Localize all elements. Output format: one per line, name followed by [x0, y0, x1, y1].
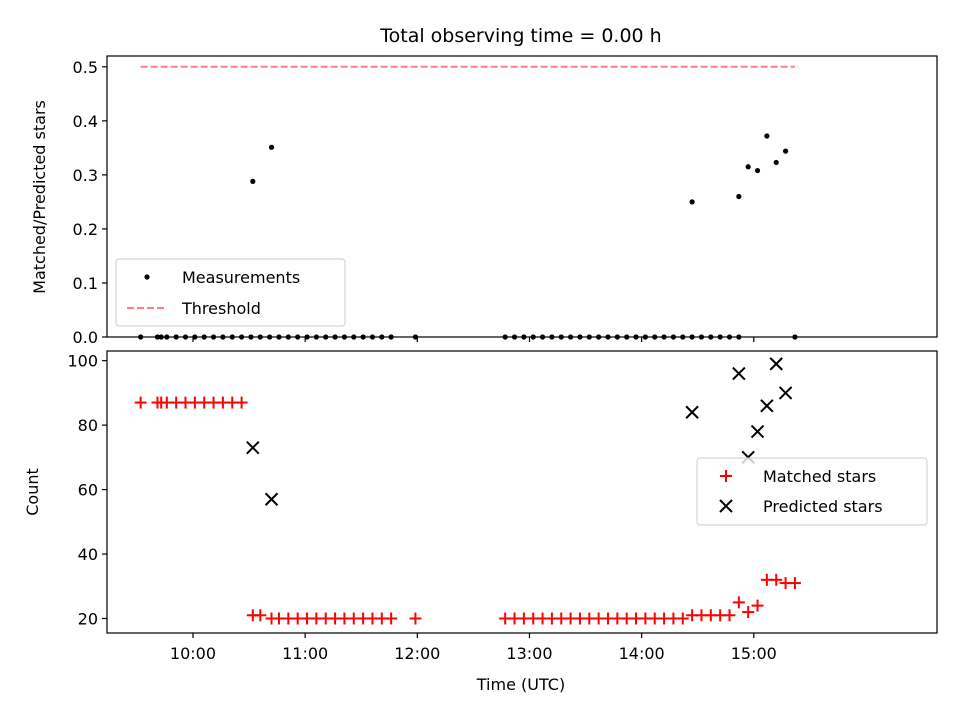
top-y-axis-label: Matched/Predicted stars — [30, 100, 49, 294]
legend-label-predicted-stars: Predicted stars — [763, 497, 883, 516]
top-chart-title: Total observing time = 0.00 h — [379, 25, 661, 47]
legend-marker-matched-stars — [720, 470, 732, 482]
measurement-point — [250, 178, 256, 184]
matched-star-point — [676, 612, 689, 625]
measurement-point — [736, 193, 742, 200]
measurement-point — [764, 133, 770, 139]
bottom-x-tick-label: 14:00 — [619, 644, 665, 663]
bottom-x-axis-label: Time (UTC) — [476, 675, 565, 694]
top-y-tick-label: 0.2 — [73, 220, 98, 239]
bottom-x-tick-label: 10:00 — [170, 644, 216, 663]
legend-label-threshold: Threshold — [181, 299, 261, 318]
bottom-y-tick-label: 80 — [78, 416, 98, 435]
matched-star-point — [385, 612, 398, 625]
top-legend: Measurements Threshold — [115, 258, 346, 327]
top-y-tick-label: 0.5 — [73, 58, 98, 77]
bottom-y-tick-label: 60 — [78, 481, 98, 500]
matched-star-point — [732, 596, 745, 609]
matched-star-point — [751, 599, 764, 612]
top-x-ticks — [192, 337, 755, 342]
matched-star-point — [770, 573, 783, 586]
matched-star-point — [409, 612, 422, 625]
top-y-tick-label: 0.1 — [73, 274, 98, 293]
bottom-axes-frame — [106, 350, 938, 634]
bottom-x-tick-label: 15:00 — [731, 644, 777, 663]
matched-star-point — [788, 577, 801, 590]
predicted-star-point — [760, 399, 774, 413]
measurement-point — [754, 167, 761, 174]
matched-star-point — [254, 609, 267, 622]
top-y-ticks: 0.0 0.1 0.2 0.3 0.4 0.5 — [73, 58, 107, 347]
predicted-star-point — [246, 440, 260, 455]
bottom-y-tick-label: 40 — [78, 545, 98, 564]
bottom-y-tick-label: 100 — [67, 352, 98, 371]
measurement-point — [745, 164, 751, 170]
bottom-chart: 20 40 60 80 100 10:00 11:00 12:00 13:00 14:00 15:… — [23, 350, 938, 694]
top-chart: 0.0 0.1 0.2 0.3 0.4 0.5 Matched/Predicted sta… — [30, 55, 938, 347]
legend-marker-measurements — [144, 274, 150, 280]
matched-star-point — [742, 606, 755, 619]
measurement-point — [782, 148, 789, 154]
bottom-x-tick-label: 11:00 — [282, 644, 328, 663]
top-y-tick-label: 0.4 — [73, 112, 98, 131]
matched-star-point — [134, 396, 147, 409]
matched-star-point — [723, 609, 736, 622]
predicted-star-point — [264, 492, 279, 506]
top-axes-frame — [106, 55, 938, 338]
bottom-y-ticks: 20 40 60 80 100 — [67, 352, 107, 628]
predicted-star-point — [685, 405, 699, 419]
legend-label-measurements: Measurements — [182, 268, 300, 287]
predicted-star-point — [778, 386, 793, 400]
predicted-star-point — [769, 357, 783, 371]
bottom-x-tick-label: 12:00 — [394, 644, 440, 663]
bottom-legend: Matched stars Predicted stars — [696, 457, 928, 526]
bottom-x-ticks: 10:00 11:00 12:00 13:00 14:00 15:00 — [170, 633, 777, 663]
legend-marker-predicted-stars — [719, 499, 733, 513]
matched-star-point — [235, 396, 248, 409]
legend-label-matched-stars: Matched stars — [763, 467, 876, 486]
top-y-tick-label: 0.0 — [73, 328, 98, 347]
measurement-point — [773, 159, 779, 166]
top-y-tick-label: 0.3 — [73, 166, 98, 185]
bottom-y-axis-label: Count — [23, 468, 42, 516]
predicted-star-point — [732, 366, 746, 381]
predicted-star-point — [750, 424, 765, 439]
measurement-point — [268, 144, 275, 150]
measurement-point — [689, 199, 695, 205]
bottom-x-tick-label: 13:00 — [506, 644, 552, 663]
bottom-y-tick-label: 20 — [78, 609, 98, 628]
bottom-plot-area — [134, 357, 801, 625]
